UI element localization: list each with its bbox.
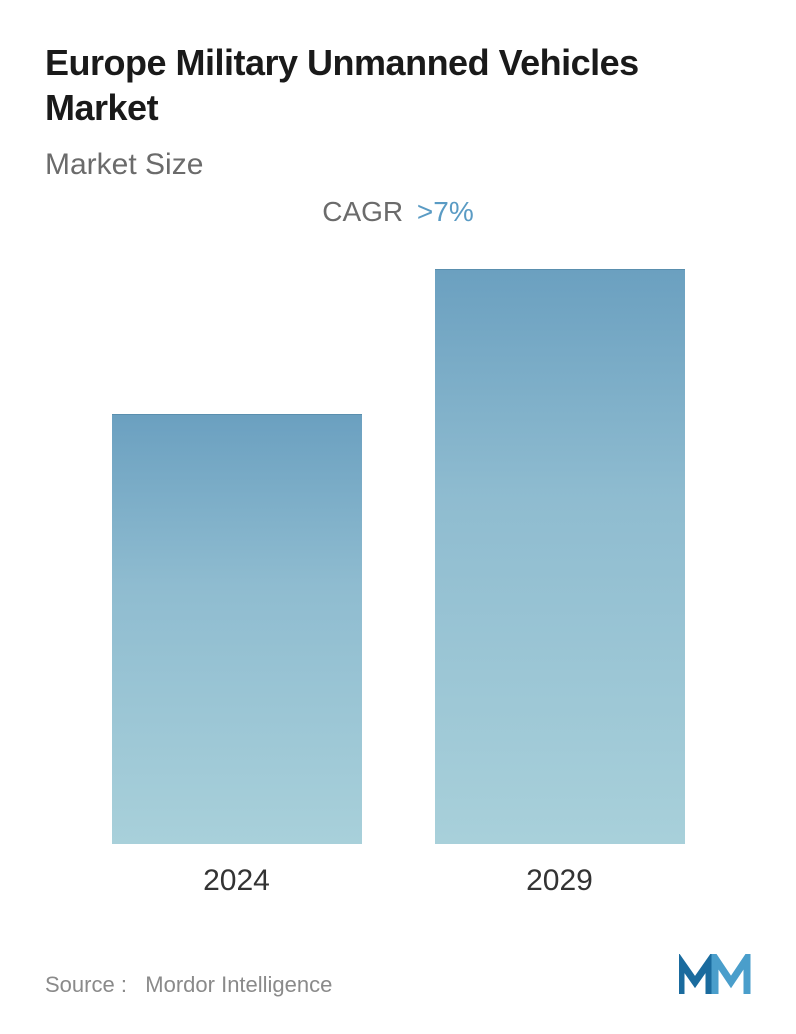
bar-label-2024: 2024	[203, 864, 270, 898]
brand-logo	[679, 954, 751, 998]
chart-subtitle: Market Size	[45, 148, 751, 182]
cagr-label: CAGR	[322, 196, 403, 227]
chart-area: 2024 2029	[45, 278, 751, 898]
source-name: Mordor Intelligence	[145, 972, 332, 997]
cagr-value: >7%	[417, 196, 474, 227]
bar-2029	[435, 269, 685, 844]
bar-label-2029: 2029	[526, 864, 593, 898]
cagr-row: CAGR >7%	[45, 196, 751, 228]
bar-group-2029: 2029	[435, 269, 685, 898]
bar-2024	[112, 414, 362, 844]
chart-title: Europe Military Unmanned Vehicles Market	[45, 40, 751, 130]
source-text: Source : Mordor Intelligence	[45, 972, 332, 998]
chart-container: Europe Military Unmanned Vehicles Market…	[0, 0, 796, 1034]
bar-group-2024: 2024	[112, 414, 362, 898]
footer: Source : Mordor Intelligence	[45, 954, 751, 998]
source-label: Source :	[45, 972, 127, 997]
